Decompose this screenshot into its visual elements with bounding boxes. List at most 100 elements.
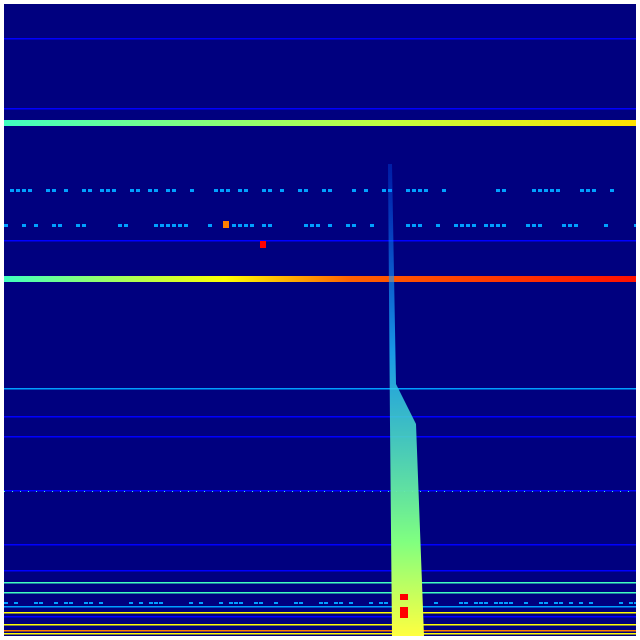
dot-mark xyxy=(592,189,596,192)
dot-mark xyxy=(220,189,224,192)
dot-mark xyxy=(508,491,509,492)
dot-mark xyxy=(4,491,5,492)
dot-mark xyxy=(496,224,500,227)
dot-mark xyxy=(550,189,554,192)
dot-mark xyxy=(22,224,26,227)
dot-mark xyxy=(496,189,500,192)
dot-mark xyxy=(166,189,170,192)
dot-mark xyxy=(260,491,261,492)
band-line xyxy=(4,582,636,584)
dot-mark xyxy=(250,224,254,227)
dot-mark xyxy=(84,602,88,604)
dot-mark xyxy=(346,224,350,227)
band-line xyxy=(4,606,636,608)
dot-mark xyxy=(148,491,149,492)
dot-mark xyxy=(569,602,573,604)
dot-mark xyxy=(428,491,429,492)
dot-mark xyxy=(379,602,383,604)
dot-mark xyxy=(382,189,386,192)
dot-mark xyxy=(299,602,303,604)
dot-mark xyxy=(579,602,583,604)
dot-mark xyxy=(412,189,416,192)
dot-mark xyxy=(244,189,248,192)
dot-mark xyxy=(420,491,421,492)
dot-mark xyxy=(388,491,389,492)
dot-mark xyxy=(460,491,461,492)
dot-mark xyxy=(154,189,158,192)
dot-mark xyxy=(418,189,422,192)
dot-mark xyxy=(604,224,608,227)
dot-mark xyxy=(284,491,285,492)
dot-mark xyxy=(539,602,543,604)
dot-mark xyxy=(298,189,302,192)
dot-mark xyxy=(424,189,428,192)
band-line xyxy=(4,416,636,418)
dot-mark xyxy=(568,224,572,227)
dot-mark xyxy=(460,224,464,227)
dot-mark xyxy=(100,189,104,192)
dot-mark xyxy=(526,224,530,227)
dot-mark xyxy=(4,224,8,227)
dot-mark xyxy=(292,491,293,492)
dot-mark xyxy=(12,491,13,492)
dot-mark xyxy=(418,224,422,227)
dot-mark xyxy=(316,224,320,227)
band-line xyxy=(4,612,636,614)
dot-mark xyxy=(349,602,353,604)
dot-mark xyxy=(76,491,77,492)
dot-mark xyxy=(466,224,470,227)
dot-mark xyxy=(52,189,56,192)
dot-mark xyxy=(236,491,237,492)
dot-mark xyxy=(172,491,173,492)
dot-mark xyxy=(334,602,338,604)
dot-mark xyxy=(589,602,593,604)
dot-mark xyxy=(276,491,277,492)
dot-mark xyxy=(100,491,101,492)
dot-mark xyxy=(434,602,438,604)
dot-mark xyxy=(412,224,416,227)
dot-mark xyxy=(436,224,440,227)
dot-mark xyxy=(154,602,158,604)
dot-mark xyxy=(148,189,152,192)
dot-mark xyxy=(544,602,548,604)
dot-mark xyxy=(406,224,410,227)
dot-mark xyxy=(164,491,165,492)
dot-mark xyxy=(308,491,309,492)
dot-mark xyxy=(92,491,93,492)
dot-mark xyxy=(580,189,584,192)
dot-mark xyxy=(268,224,272,227)
dot-mark xyxy=(300,491,301,492)
dot-mark xyxy=(538,189,542,192)
dot-mark xyxy=(556,491,557,492)
band-line xyxy=(4,624,636,626)
dot-mark xyxy=(124,491,125,492)
dot-mark xyxy=(160,224,164,227)
dot-mark xyxy=(484,602,488,604)
dot-mark xyxy=(310,224,314,227)
dot-mark xyxy=(544,189,548,192)
dot-mark xyxy=(559,602,563,604)
dot-mark xyxy=(118,224,122,227)
dot-mark xyxy=(532,224,536,227)
dot-mark xyxy=(188,491,189,492)
dot-mark xyxy=(494,602,498,604)
band-line xyxy=(4,108,636,110)
dot-mark xyxy=(620,491,621,492)
dot-mark xyxy=(572,491,573,492)
dot-mark xyxy=(106,189,110,192)
band-line xyxy=(4,388,636,390)
dot-mark xyxy=(58,224,62,227)
dot-mark xyxy=(380,491,381,492)
dot-mark xyxy=(22,189,26,192)
dot-mark xyxy=(364,189,368,192)
dot-mark xyxy=(54,602,58,604)
dot-mark xyxy=(132,491,133,492)
dot-mark xyxy=(464,602,468,604)
dot-mark xyxy=(476,491,477,492)
dot-mark xyxy=(180,491,181,492)
hot-spot xyxy=(400,594,408,600)
dot-mark xyxy=(64,189,68,192)
dot-mark xyxy=(562,224,566,227)
dot-mark xyxy=(490,224,494,227)
dot-mark xyxy=(356,491,357,492)
